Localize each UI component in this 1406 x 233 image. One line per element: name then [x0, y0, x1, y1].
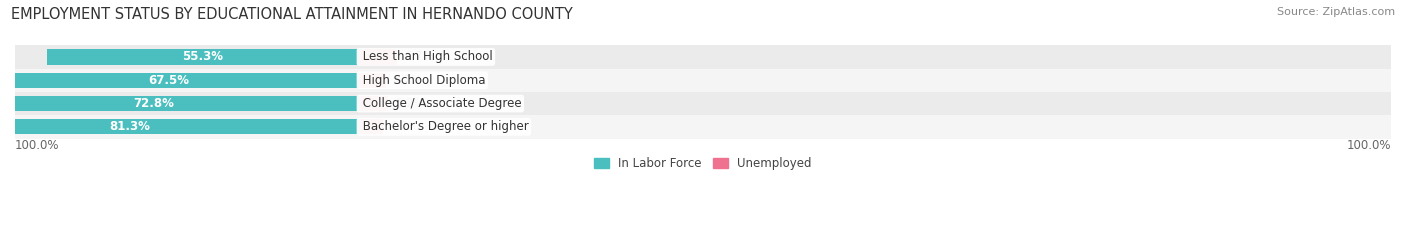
- Text: EMPLOYMENT STATUS BY EDUCATIONAL ATTAINMENT IN HERNANDO COUNTY: EMPLOYMENT STATUS BY EDUCATIONAL ATTAINM…: [11, 7, 574, 22]
- Text: Bachelor's Degree or higher: Bachelor's Degree or higher: [359, 120, 529, 133]
- Text: 5.2%: 5.2%: [395, 97, 425, 110]
- Text: 81.3%: 81.3%: [110, 120, 150, 133]
- Bar: [0, 96, 359, 111]
- Bar: [359, 73, 385, 88]
- Bar: [15, 69, 1391, 92]
- Text: 100.0%: 100.0%: [1347, 138, 1391, 151]
- Bar: [15, 45, 1391, 69]
- Text: 100.0%: 100.0%: [15, 138, 59, 151]
- Text: High School Diploma: High School Diploma: [359, 74, 485, 87]
- Bar: [359, 49, 396, 65]
- Text: Source: ZipAtlas.com: Source: ZipAtlas.com: [1277, 7, 1395, 17]
- Bar: [0, 73, 359, 88]
- Bar: [359, 96, 388, 111]
- Text: Less than High School: Less than High School: [359, 50, 492, 63]
- Text: 55.3%: 55.3%: [183, 50, 224, 63]
- Bar: [15, 92, 1391, 115]
- Legend: In Labor Force, Unemployed: In Labor Force, Unemployed: [589, 152, 817, 175]
- Text: 4.7%: 4.7%: [392, 74, 422, 87]
- Text: College / Associate Degree: College / Associate Degree: [359, 97, 522, 110]
- Text: 6.7%: 6.7%: [404, 50, 433, 63]
- Text: 4.2%: 4.2%: [389, 120, 419, 133]
- Bar: [46, 49, 359, 65]
- Text: 72.8%: 72.8%: [134, 97, 174, 110]
- Bar: [15, 115, 1391, 138]
- Text: 67.5%: 67.5%: [148, 74, 188, 87]
- Bar: [0, 119, 359, 134]
- Bar: [359, 119, 382, 134]
